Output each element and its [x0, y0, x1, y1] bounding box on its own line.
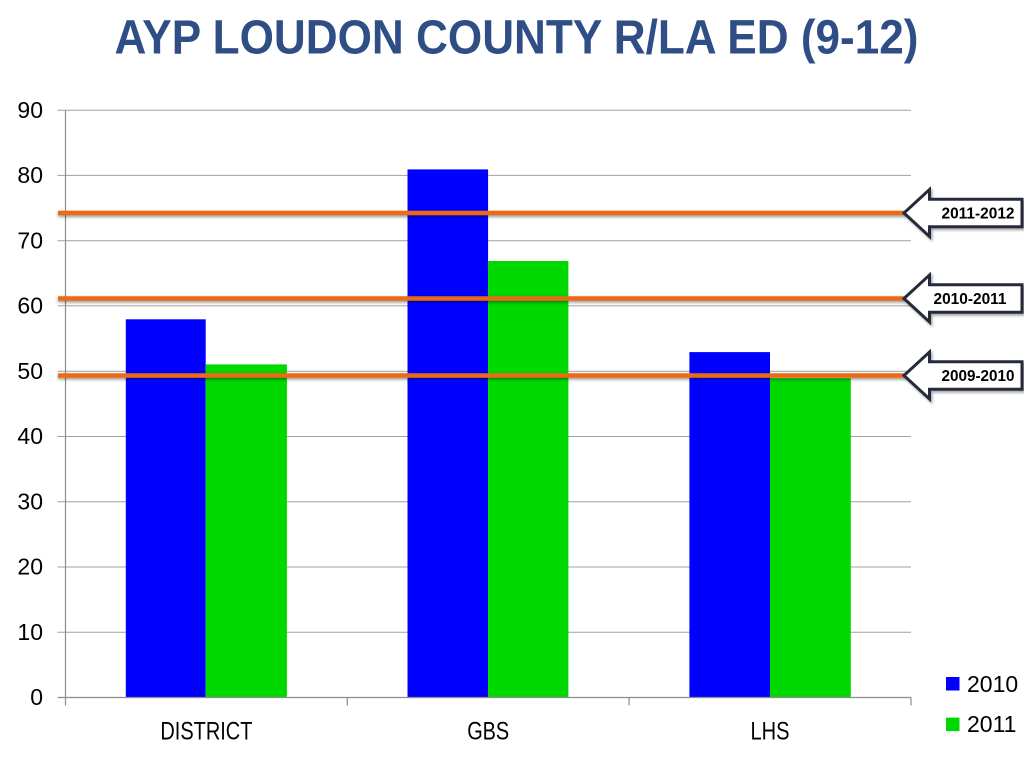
svg-text:DISTRICT: DISTRICT [160, 718, 252, 746]
svg-text:40: 40 [17, 423, 43, 449]
svg-text:50: 50 [17, 358, 43, 384]
svg-text:2011: 2011 [967, 711, 1016, 737]
svg-text:90: 90 [17, 97, 43, 123]
svg-text:80: 80 [17, 162, 43, 188]
svg-text:0: 0 [30, 684, 43, 710]
svg-text:AYP LOUDON COUNTY R/LA ED (9-1: AYP LOUDON COUNTY R/LA ED (9-12) [115, 12, 919, 65]
svg-text:2009-2010: 2009-2010 [942, 368, 1015, 385]
svg-text:30: 30 [17, 488, 43, 514]
svg-text:10: 10 [17, 619, 43, 645]
svg-text:2010: 2010 [967, 671, 1018, 697]
svg-text:60: 60 [17, 293, 43, 319]
svg-text:70: 70 [17, 227, 43, 253]
svg-text:2011-2012: 2011-2012 [942, 205, 1015, 222]
svg-text:2010-2011: 2010-2011 [934, 291, 1007, 308]
svg-text:20: 20 [17, 554, 43, 580]
svg-text:GBS: GBS [467, 718, 509, 746]
svg-text:LHS: LHS [751, 718, 790, 746]
